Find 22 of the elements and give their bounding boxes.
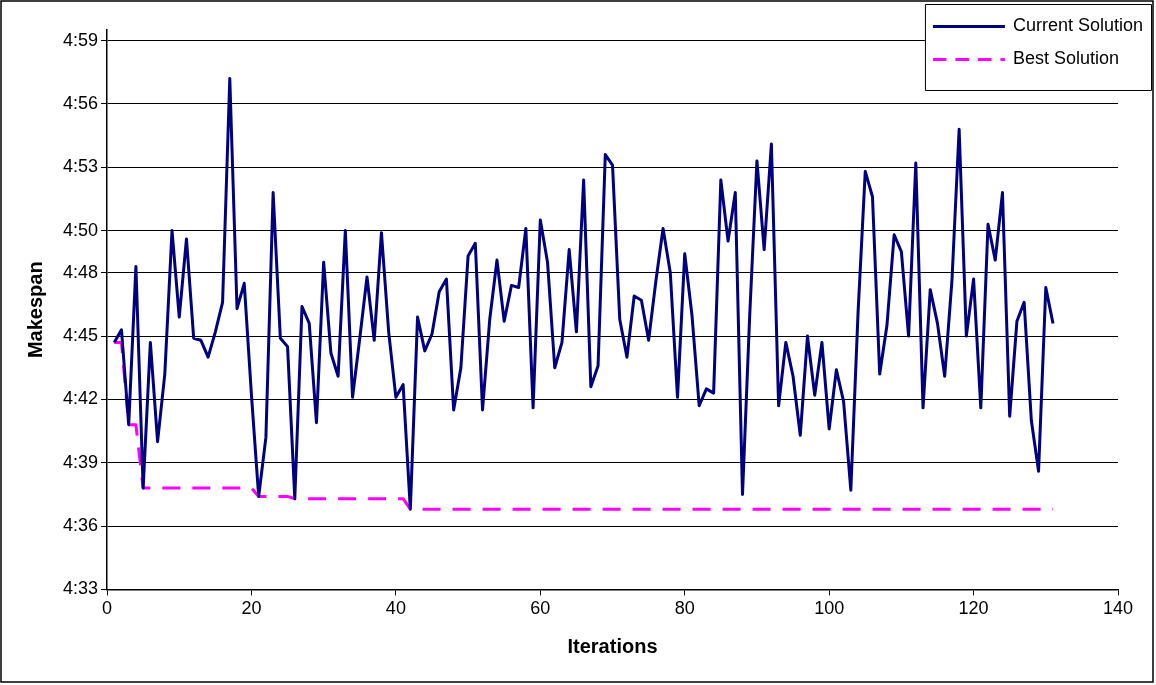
y-tick-label: 4:56 [62,92,99,113]
y-tick-label: 4:50 [62,219,99,240]
x-tick-label: 40 [385,598,406,619]
x-tick-label: 100 [814,598,845,619]
y-tick-label: 4:33 [62,578,99,599]
x-tick-label: 80 [674,598,695,619]
y-tick-label: 4:42 [62,388,99,409]
x-tick-label: 20 [241,598,262,619]
x-axis-title: Iterations [567,634,658,657]
x-tick-label: 0 [102,598,113,619]
x-tick-label: 120 [958,598,989,619]
y-tick-label: 4:48 [62,261,99,282]
y-tick-label: 4:53 [62,156,99,177]
x-tick-label: 140 [1102,598,1134,619]
y-tick-label: 4:39 [62,451,99,472]
legend-label: Current Solution [1012,15,1144,36]
y-tick-label: 4:45 [62,325,99,346]
y-tick-label: 4:59 [62,29,99,50]
legend-label: Best Solution [1012,48,1120,69]
x-tick-label: 60 [530,598,551,619]
y-tick-label: 4:36 [62,515,99,536]
y-axis-title: Makespan [23,261,46,359]
